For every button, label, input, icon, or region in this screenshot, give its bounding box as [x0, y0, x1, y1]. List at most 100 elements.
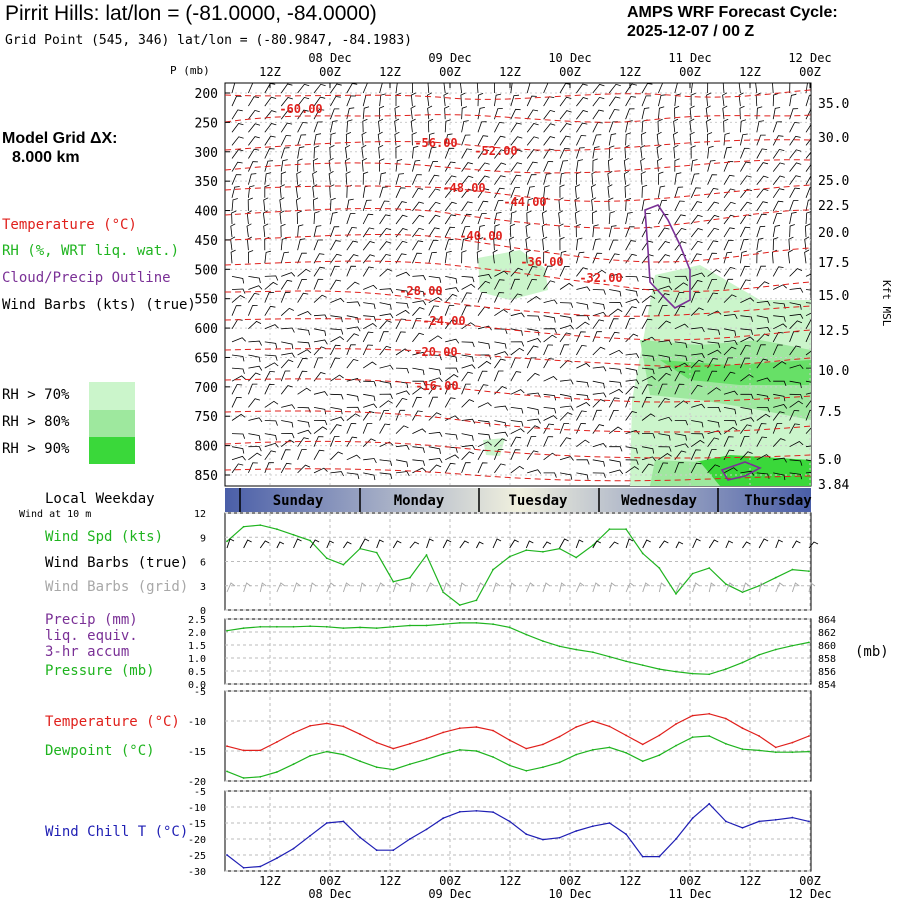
surface-wind-barb-true [609, 541, 619, 549]
surface-wind-barb-true [293, 538, 302, 549]
wind-barb [723, 278, 734, 290]
wind-barb [607, 158, 614, 172]
wind-barb [804, 236, 810, 251]
wind-barb [789, 400, 804, 408]
wind-barb [772, 188, 785, 199]
wind-barb [395, 367, 410, 374]
wind-barb [395, 201, 407, 212]
wind-barb [756, 175, 769, 185]
pressure-tick-label: 600 [195, 322, 218, 337]
wind-barb [543, 472, 557, 478]
wind-barb [690, 292, 701, 303]
surface-wind-barb-true [791, 540, 801, 549]
wind-barb [591, 197, 597, 211]
wind-barb [625, 379, 640, 385]
wind-barb [526, 123, 539, 133]
wind-barb [297, 328, 310, 336]
wind-barb [445, 433, 458, 440]
wind-barb [691, 353, 705, 359]
dewpoint-line-point [558, 761, 561, 764]
panel-right-tick-label: 858 [818, 654, 836, 665]
wind-barb [248, 354, 261, 363]
wind-barb [674, 200, 685, 212]
wind-barb [443, 92, 449, 107]
legend-rh70-label: RH > 70% [2, 387, 70, 403]
wind-barb [707, 349, 722, 356]
wind-barb [281, 341, 294, 350]
bottom-date-label: 08 Dec [308, 887, 351, 900]
wind-barb [576, 321, 590, 330]
wind-barb [625, 466, 640, 474]
surface-wind-barb-grid [492, 582, 501, 593]
wind-barb [428, 457, 443, 463]
wind-barb [313, 436, 324, 447]
wind-barb [330, 132, 336, 146]
wind-barb [723, 161, 734, 172]
wind-barb [559, 302, 574, 308]
wind-barb [264, 110, 277, 120]
temperature-line-point [309, 724, 312, 727]
temperature-contours [225, 89, 811, 482]
wind-barb [658, 462, 669, 474]
wind-barb [740, 119, 747, 133]
surface-wind-barb-true [509, 539, 519, 549]
wind-barb [346, 265, 357, 277]
wind-barb [248, 96, 260, 107]
wind-barb [412, 227, 424, 238]
wind-barb [428, 201, 441, 212]
wind-barb [477, 93, 484, 107]
windchill-line-point [242, 866, 245, 869]
wind-barb [346, 326, 361, 332]
pressure-line [226, 622, 810, 675]
surface-wind-barb-grid [609, 582, 616, 593]
wind-barb [379, 331, 389, 343]
wind-barb [723, 390, 738, 396]
wind-barb [297, 311, 312, 317]
wind-barb [312, 184, 318, 198]
temperature-contour-label: -60.00 [279, 102, 322, 116]
wind-barb [363, 393, 376, 402]
pressure-line-point [641, 664, 644, 667]
surface-wind-barb-true [326, 540, 334, 549]
weekday-label: Tuesday [508, 493, 568, 509]
wind-barb [428, 227, 440, 238]
wind-barb [280, 122, 293, 133]
wind-barb [477, 420, 491, 427]
dewpoint-line-point [591, 748, 594, 751]
temperature-contour-label: -16.00 [415, 379, 458, 393]
wind-barb [789, 175, 801, 185]
wind-barb [297, 341, 311, 348]
wind-barb [494, 463, 506, 474]
wind-barb [558, 210, 564, 225]
wind-barb [346, 281, 360, 290]
wind-barb [461, 364, 476, 369]
surface-wind-barb-grid [392, 582, 401, 593]
temperature-contour-label: -28.00 [399, 284, 442, 298]
wind-barb [231, 174, 242, 185]
windchill-line-point [675, 838, 677, 840]
wind-speed-line-point [375, 551, 378, 554]
wind-barb [248, 185, 255, 198]
wind-barb [740, 147, 750, 159]
wind-barb [313, 294, 327, 303]
wind-barb [707, 430, 722, 435]
wind-barb [805, 459, 811, 462]
windchill-line-point [375, 849, 378, 852]
wind-barb [543, 173, 552, 185]
wind-barb [576, 267, 589, 277]
surface-wind-barb-true [642, 539, 651, 549]
wind-barb [543, 407, 557, 414]
wind-barb [264, 148, 275, 159]
temperature-line-point [442, 731, 445, 734]
wind-barb [625, 240, 636, 251]
wind-barb [526, 174, 537, 185]
wind-barb [280, 449, 291, 460]
pressure-line-point [591, 651, 594, 654]
wind-barb [461, 106, 468, 120]
wind-speed-line-point [724, 583, 727, 586]
wind-barb [526, 425, 540, 434]
wind-barb [723, 407, 737, 415]
wind-speed-line-point [691, 572, 694, 575]
wind-barb [527, 338, 542, 343]
wind-barb [527, 315, 541, 321]
